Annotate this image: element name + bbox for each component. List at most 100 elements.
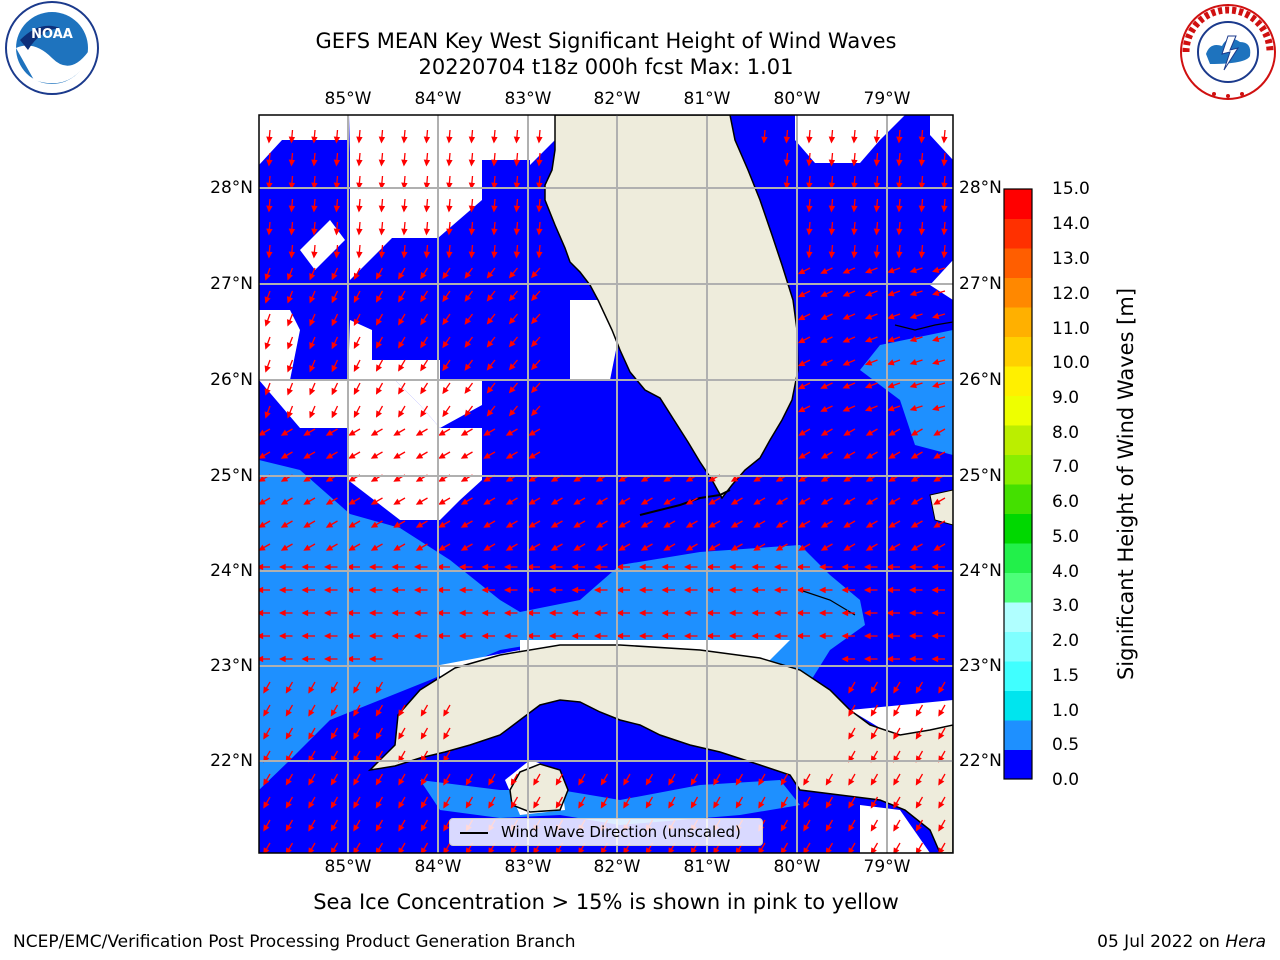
wind-arrow-head bbox=[909, 632, 916, 640]
wind-arrow-head bbox=[510, 778, 517, 786]
wind-arrow-head bbox=[513, 182, 521, 190]
svg-text:NOAA: NOAA bbox=[31, 27, 73, 42]
colorbar-tick: 7.0 bbox=[1052, 457, 1080, 477]
wind-arrow-head bbox=[369, 586, 376, 594]
wind-arrow-head bbox=[356, 136, 363, 144]
wind-arrow-head bbox=[549, 632, 556, 640]
footer-machine: Hera bbox=[1225, 932, 1266, 952]
lat-label-right: 27°N bbox=[959, 274, 1002, 294]
wind-arrow-head bbox=[909, 359, 917, 366]
wind-arrow-head bbox=[378, 182, 386, 190]
wind-arrow-head bbox=[828, 205, 836, 213]
wind-arrow-head bbox=[730, 475, 739, 482]
wind-arrow-head bbox=[486, 294, 494, 302]
wind-arrow-head bbox=[851, 205, 858, 213]
wind-arrow-head bbox=[526, 563, 534, 571]
wind-arrow-head bbox=[753, 475, 761, 482]
wind-arrow-head bbox=[393, 452, 401, 459]
wind-arrow-head bbox=[259, 452, 266, 459]
wind-arrow-head bbox=[446, 136, 453, 144]
wind-arrow-head bbox=[819, 632, 826, 640]
wind-arrow-head bbox=[443, 801, 450, 809]
wind-arrow-head bbox=[468, 251, 476, 259]
wind-arrow-head bbox=[594, 586, 601, 594]
lat-label-right: 23°N bbox=[959, 656, 1002, 676]
wind-arrow-head bbox=[886, 563, 894, 571]
wind-arrow-head bbox=[401, 182, 408, 190]
wind-arrow-head bbox=[896, 228, 903, 236]
wind-arrow-head bbox=[333, 228, 341, 236]
wind-arrow-head bbox=[325, 452, 334, 459]
wind-arrow-head bbox=[446, 205, 453, 213]
wind-arrow-head bbox=[796, 632, 804, 640]
colorbar bbox=[1004, 189, 1032, 780]
wind-arrow-head bbox=[684, 586, 691, 594]
wind-arrow-head bbox=[918, 205, 926, 213]
wind-arrow-head bbox=[401, 228, 408, 236]
wind-arrow-head bbox=[414, 609, 421, 617]
wind-arrow-head bbox=[325, 544, 334, 551]
wind-arrow-head bbox=[708, 544, 716, 551]
wind-arrow-head bbox=[639, 586, 646, 594]
wind-arrow-head bbox=[706, 632, 714, 640]
wind-arrow-head bbox=[909, 609, 916, 617]
wind-arrow-head bbox=[915, 778, 922, 786]
wind-arrow-head bbox=[263, 847, 270, 853]
wind-arrow-head bbox=[420, 778, 427, 786]
wind-arrow-head bbox=[464, 386, 472, 394]
wind-arrow-head bbox=[775, 544, 784, 551]
wind-arrow-head bbox=[324, 655, 331, 663]
wind-arrow-head bbox=[865, 544, 874, 551]
wind-arrow-head bbox=[806, 159, 813, 167]
wind-arrow-head bbox=[369, 655, 376, 663]
wind-arrow-head bbox=[353, 801, 360, 809]
wind-direction-arrows bbox=[259, 129, 948, 853]
wind-arrow-head bbox=[508, 363, 516, 371]
wind-arrow-head bbox=[286, 342, 293, 350]
wind-arrow-head bbox=[684, 632, 691, 640]
wind-arrow-head bbox=[690, 801, 697, 809]
wind-arrow-head bbox=[401, 205, 408, 213]
wind-arrow-head bbox=[639, 632, 646, 640]
wind-arrow-head bbox=[798, 544, 806, 551]
wind-arrow-head bbox=[594, 563, 601, 571]
wind-arrow-head bbox=[909, 563, 916, 571]
wind-arrow-head bbox=[288, 205, 296, 213]
wind-arrow-head bbox=[571, 586, 579, 594]
wind-arrow-head bbox=[645, 801, 652, 809]
wind-arrow-head bbox=[594, 609, 601, 617]
wind-arrow-head bbox=[446, 182, 453, 190]
wind-arrow-head bbox=[820, 313, 828, 320]
wind-arrow-head bbox=[378, 159, 386, 167]
colorbar-tick: 11.0 bbox=[1052, 319, 1090, 339]
wind-arrow-head bbox=[486, 271, 494, 279]
wind-arrow-head bbox=[459, 632, 466, 640]
wind-arrow-head bbox=[896, 182, 903, 190]
wind-arrow-head bbox=[488, 847, 495, 853]
wind-arrow-head bbox=[513, 159, 521, 167]
wind-arrow-head bbox=[420, 847, 427, 853]
colorbar-segment bbox=[1004, 336, 1032, 367]
wind-arrow-head bbox=[443, 709, 450, 717]
wind-arrow-head bbox=[259, 632, 264, 640]
wind-arrow-head bbox=[865, 429, 874, 436]
cuba-land bbox=[367, 644, 953, 853]
colorbar-label: Significant Height of Wind Waves [m] bbox=[1113, 288, 1139, 680]
wind-arrow-head bbox=[616, 632, 624, 640]
wind-arrow-head bbox=[303, 475, 311, 482]
wind-arrow-head bbox=[600, 847, 607, 853]
wind-arrow-head bbox=[528, 429, 536, 436]
wind-arrow-head bbox=[330, 709, 337, 717]
wind-arrow-head bbox=[415, 521, 424, 528]
wind-arrow-head bbox=[375, 364, 382, 372]
wind-arrow-head bbox=[618, 475, 626, 482]
wind-arrow-head bbox=[333, 159, 341, 167]
wind-arrow-head bbox=[751, 563, 759, 571]
wind-arrow-head bbox=[783, 136, 791, 144]
wind-arrow-head bbox=[735, 778, 742, 786]
wind-arrow-head bbox=[528, 544, 536, 551]
wind-arrow-head bbox=[910, 521, 919, 528]
lat-label-right: 26°N bbox=[959, 370, 1002, 390]
wind-arrow-head bbox=[324, 586, 331, 594]
wind-arrow-head bbox=[931, 632, 939, 640]
